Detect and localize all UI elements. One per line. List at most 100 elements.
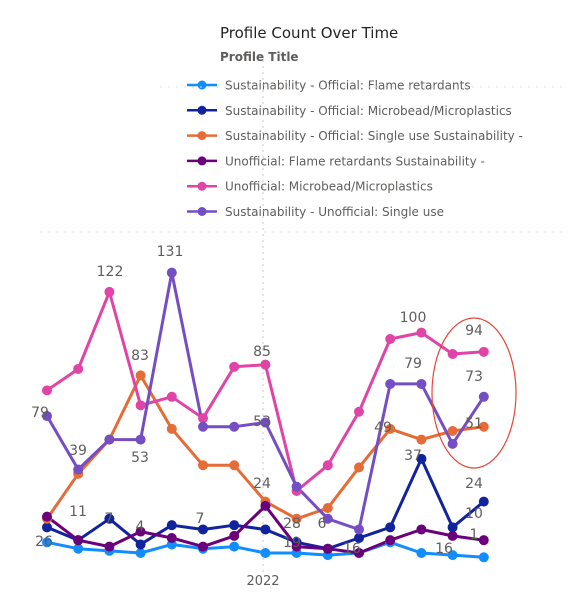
point-s5-1 — [73, 464, 84, 475]
point-s5-12 — [416, 378, 427, 389]
point-s3-4 — [166, 533, 177, 544]
data-label-10: 85 — [253, 344, 271, 360]
data-label-25: 24 — [465, 476, 483, 492]
x-axis: 2022 — [246, 574, 279, 589]
point-s2-3 — [135, 370, 146, 381]
point-s1-5 — [198, 524, 208, 535]
point-s0-12 — [416, 548, 427, 558]
legend-label-2: Sustainability - Official: Single use Su… — [225, 129, 523, 143]
dividers — [40, 60, 568, 575]
data-label-28: 26 — [35, 534, 53, 550]
point-s3-7 — [260, 500, 271, 511]
data-label-15: 6 — [318, 516, 327, 532]
point-s4-14 — [478, 346, 489, 357]
point-s2-6 — [229, 460, 240, 471]
point-s1-10 — [354, 533, 364, 544]
legend-marker-0 — [197, 80, 207, 90]
data-label-20: 37 — [404, 448, 422, 464]
point-s0-13 — [447, 550, 458, 561]
legend-marker-5 — [197, 207, 207, 216]
data-label-0: 79 — [31, 405, 49, 421]
point-s1-7 — [260, 524, 271, 535]
point-s5-3 — [135, 434, 146, 445]
legend: Sustainability - Official: Flame retarda… — [187, 79, 523, 219]
point-s4-2 — [104, 286, 115, 297]
data-label-26: 10 — [465, 506, 483, 522]
data-label-1: 39 — [69, 443, 87, 459]
point-s5-13 — [447, 438, 458, 449]
series-points — [42, 267, 489, 563]
data-label-9: 7 — [196, 511, 205, 527]
legend-marker-1 — [197, 105, 207, 115]
data-labels: 79 39 122 53 83 131 11 7 4 7 85 53 24 28 19 6 16 49 100 79 3… — [31, 244, 483, 557]
data-label-16: 16 — [343, 541, 361, 557]
point-s5-6 — [229, 421, 240, 432]
point-s0-0 — [42, 537, 52, 548]
data-label-13: 28 — [283, 516, 301, 532]
legend-label-0: Sustainability - Official: Flame retarda… — [225, 79, 471, 93]
data-label-23: 73 — [465, 369, 483, 385]
point-s3-2 — [104, 541, 115, 552]
highlight-ellipse — [431, 317, 517, 469]
point-s0-6 — [229, 541, 240, 552]
point-s3-8 — [291, 541, 302, 552]
data-label-24: 51 — [465, 416, 483, 432]
point-s3-10 — [354, 548, 364, 558]
data-label-7: 7 — [105, 511, 114, 527]
point-s5-10 — [354, 524, 364, 535]
point-s4-7 — [260, 359, 271, 370]
point-s2-13 — [447, 426, 458, 437]
point-s2-11 — [385, 423, 396, 434]
data-label-2: 122 — [97, 264, 124, 280]
point-s3-14 — [478, 535, 489, 546]
data-label-12: 24 — [253, 476, 271, 492]
point-s5-2 — [104, 434, 115, 445]
point-s4-10 — [354, 406, 364, 417]
point-s2-8 — [291, 513, 302, 524]
point-s4-0 — [42, 385, 52, 396]
point-s1-11 — [385, 522, 396, 533]
data-label-18: 100 — [400, 310, 427, 326]
point-s5-9 — [322, 513, 333, 524]
point-s1-0 — [42, 522, 52, 533]
point-s1-14 — [478, 496, 489, 507]
data-label-4: 83 — [131, 348, 149, 364]
point-s4-13 — [447, 348, 458, 359]
data-label-21: 16 — [435, 541, 453, 557]
point-s2-12 — [416, 434, 427, 445]
point-s2-14 — [478, 421, 489, 432]
point-s5-11 — [385, 378, 396, 389]
data-label-8: 4 — [136, 519, 145, 535]
point-s3-11 — [385, 535, 396, 546]
point-s5-5 — [198, 421, 208, 432]
data-label-27: 1 — [470, 527, 479, 543]
chart-title: Profile Count Over Time — [220, 24, 398, 42]
point-s4-1 — [73, 363, 84, 374]
point-s1-4 — [166, 520, 177, 531]
point-s2-9 — [322, 503, 333, 514]
point-s5-0 — [42, 411, 52, 422]
point-s2-4 — [166, 423, 177, 434]
point-s5-14 — [478, 391, 489, 402]
data-label-19: 79 — [404, 356, 422, 372]
point-s1-13 — [447, 522, 458, 533]
point-s1-6 — [229, 520, 240, 531]
legend-label-4: Unofficial: Microbead/Microplastics — [225, 180, 433, 194]
point-s4-11 — [385, 334, 396, 344]
point-s2-5 — [198, 460, 208, 471]
point-s4-6 — [229, 361, 240, 372]
data-label-6: 11 — [69, 504, 87, 520]
legend-title: Profile Title — [220, 50, 299, 64]
point-s3-6 — [229, 530, 240, 541]
point-s3-3 — [135, 526, 146, 537]
point-s1-3 — [135, 539, 146, 550]
point-s5-4 — [166, 267, 177, 278]
point-s4-4 — [166, 391, 177, 402]
point-s4-5 — [198, 413, 208, 424]
point-s1-2 — [104, 513, 115, 524]
point-s5-7 — [260, 417, 271, 428]
data-label-5: 131 — [157, 244, 184, 260]
point-s0-7 — [260, 548, 271, 558]
legend-label-1: Sustainability - Official: Microbead/Mic… — [225, 104, 512, 118]
data-label-22: 94 — [465, 323, 483, 339]
